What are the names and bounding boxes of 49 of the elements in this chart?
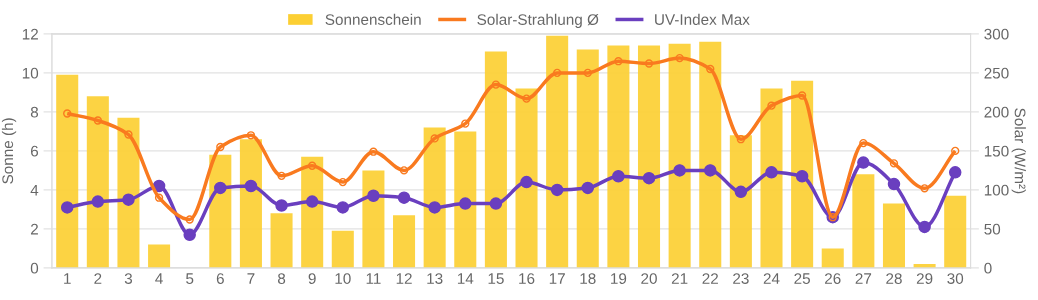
x-tick-label: 2 [94, 273, 102, 284]
x-tick-label: 3 [124, 273, 133, 284]
y2-tick-label: 0 [984, 262, 992, 274]
x-tick-label: 11 [366, 273, 381, 284]
x-tick-label: 30 [947, 273, 964, 284]
x-tick-label: 16 [519, 273, 535, 284]
x-tick-label: 21 [671, 273, 688, 284]
x-tick-label: 25 [794, 273, 810, 284]
y-tick-label: 6 [30, 145, 39, 157]
legend-label: UV-Index Max [655, 13, 750, 25]
x-tick-label: 14 [457, 273, 474, 284]
x-tick-label: 1 [64, 273, 71, 284]
y2-tick-label: 200 [984, 106, 1009, 118]
x-tick-label: 24 [763, 273, 780, 284]
y-axis-title: Sonne (h) [1, 118, 17, 184]
x-tick-label: 6 [216, 273, 224, 284]
x-tick-label: 28 [886, 273, 902, 284]
x-tick-label: 13 [427, 273, 443, 284]
y2-tick-label: 250 [984, 67, 1009, 79]
x-tick-label: 9 [308, 273, 316, 284]
y2-tick-label: 100 [984, 184, 1009, 196]
legend-label: Solar-Strahlung Ø [477, 13, 599, 28]
y-tick-label: 4 [30, 184, 39, 196]
x-tick-label: 27 [855, 273, 872, 284]
x-tick-label: 4 [155, 273, 163, 284]
x-tick-label: 15 [488, 273, 504, 284]
x-tick-label: 8 [277, 273, 286, 284]
x-tick-label: 20 [641, 273, 657, 284]
x-tick-label: 12 [396, 273, 412, 284]
x-tick-label: 17 [549, 273, 565, 284]
y-tick-label: 10 [22, 67, 39, 79]
x-tick-label: 7 [247, 273, 255, 284]
x-tick-label: 23 [733, 273, 749, 284]
y-tick-label: 0 [30, 262, 39, 274]
y2-tick-label: 50 [984, 223, 1001, 235]
x-tick-label: 19 [611, 273, 627, 284]
x-tick-label: 5 [186, 273, 194, 284]
x-tick-label: 10 [335, 273, 351, 284]
y2-axis-title: Solar (W/m²) [1011, 108, 1026, 194]
y-tick-label: 8 [30, 106, 39, 118]
y-tick-label: 2 [30, 223, 38, 235]
y2-tick-label: 150 [984, 145, 1009, 157]
x-tick-label: 29 [916, 273, 933, 284]
y2-tick-label: 300 [984, 28, 1009, 40]
x-tick-label: 26 [825, 273, 841, 284]
x-tick-label: 18 [580, 273, 596, 284]
legend-label: Sonnenschein [325, 13, 421, 25]
x-tick-label: 22 [702, 273, 718, 284]
y-tick-label: 12 [22, 28, 38, 40]
